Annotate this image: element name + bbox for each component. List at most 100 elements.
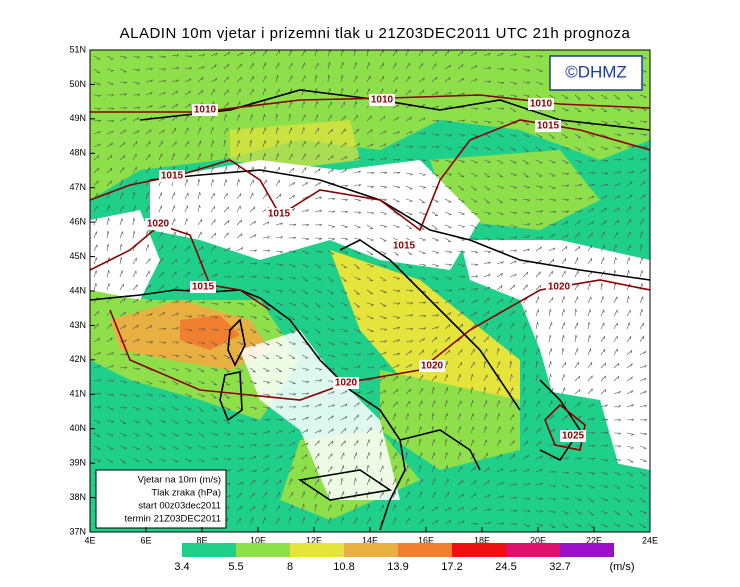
wind-arrow bbox=[574, 510, 582, 515]
wind-arrow bbox=[184, 445, 192, 449]
wind-arrow bbox=[288, 236, 297, 240]
wind-arrow bbox=[509, 523, 518, 526]
wind-arrow bbox=[119, 179, 124, 187]
wind-arrow bbox=[184, 458, 192, 462]
wind-arrow bbox=[236, 247, 244, 252]
wind-arrow bbox=[314, 328, 321, 334]
wind-arrow bbox=[262, 62, 267, 70]
wind-arrow bbox=[249, 179, 254, 187]
lon-label: 6E bbox=[140, 535, 151, 545]
isobar-label-bg bbox=[546, 281, 572, 293]
wind-arrow bbox=[132, 141, 138, 148]
wind-arrow bbox=[392, 104, 400, 109]
wind-arrow bbox=[132, 354, 141, 357]
wind-arrow bbox=[210, 52, 218, 57]
wind-arrow bbox=[431, 224, 438, 230]
isobar-label: 1015 bbox=[537, 121, 560, 132]
wind-arrow bbox=[405, 224, 413, 229]
wind-arrow bbox=[106, 352, 114, 356]
wind-arrow bbox=[340, 367, 349, 371]
wind-arrow bbox=[600, 107, 608, 112]
wind-arrow bbox=[470, 263, 479, 267]
wind-arrow bbox=[106, 55, 114, 60]
wind-arrow bbox=[327, 328, 335, 332]
wind-arrow bbox=[366, 517, 371, 525]
wind-arrow bbox=[457, 426, 462, 434]
wind-arrow bbox=[236, 419, 245, 423]
wind-arrow bbox=[509, 224, 517, 228]
wind-arrow bbox=[353, 263, 360, 269]
wind-arrow bbox=[249, 51, 256, 57]
wind-arrow bbox=[574, 322, 579, 330]
wind-arrow bbox=[561, 270, 566, 278]
wind-arrow bbox=[600, 418, 609, 422]
wind-arrow bbox=[119, 339, 127, 343]
wind-arrow bbox=[535, 68, 543, 72]
wind-arrow bbox=[236, 457, 245, 461]
wind-arrow bbox=[327, 315, 335, 321]
wind-arrow bbox=[613, 471, 621, 476]
wind-arrow bbox=[379, 302, 387, 307]
wind-arrow bbox=[223, 179, 227, 187]
wind-arrow bbox=[184, 103, 191, 109]
wind-arrow bbox=[509, 249, 518, 253]
wind-arrow bbox=[444, 336, 451, 343]
legend-swatch bbox=[344, 543, 398, 557]
wind-arrow bbox=[314, 517, 319, 525]
wind-arrow bbox=[275, 455, 283, 460]
wind-arrow bbox=[171, 406, 179, 411]
lat-label: 43N bbox=[69, 320, 86, 330]
wind-arrow bbox=[626, 309, 631, 317]
wind-arrow bbox=[275, 444, 284, 447]
wind-arrow bbox=[405, 413, 409, 421]
wind-arrow bbox=[158, 271, 165, 278]
wind-arrow bbox=[613, 391, 621, 395]
wind-arrow bbox=[405, 505, 411, 512]
wind-arrow bbox=[496, 146, 504, 151]
wind-arrow bbox=[613, 484, 621, 489]
wind-arrow bbox=[93, 283, 97, 291]
wind-arrow bbox=[587, 232, 593, 239]
wind-arrow bbox=[535, 146, 542, 152]
wind-arrow bbox=[158, 205, 163, 213]
wind-arrow bbox=[353, 353, 362, 356]
wind-arrow bbox=[405, 400, 410, 408]
wind-arrow bbox=[301, 101, 305, 109]
wind-arrow bbox=[106, 458, 114, 463]
wind-arrow bbox=[418, 349, 425, 356]
wind-arrow bbox=[431, 105, 439, 109]
wind-arrow bbox=[340, 427, 347, 434]
wind-arrow bbox=[587, 403, 595, 408]
wind-arrow bbox=[639, 471, 647, 476]
wind-arrow bbox=[444, 120, 453, 124]
wind-arrow bbox=[522, 335, 526, 343]
wind-arrow bbox=[197, 419, 205, 424]
wind-arrow bbox=[483, 146, 491, 151]
wind-arrow bbox=[197, 272, 204, 278]
wind-arrow bbox=[119, 107, 128, 110]
wind-arrow bbox=[626, 205, 631, 213]
wind-arrow bbox=[353, 128, 359, 135]
wind-arrow bbox=[145, 79, 153, 83]
wind-arrow bbox=[158, 311, 166, 317]
wind-arrow bbox=[262, 249, 271, 253]
wind-arrow bbox=[301, 328, 309, 333]
wind-arrow bbox=[262, 153, 266, 161]
wind-arrow bbox=[535, 388, 541, 395]
wind-arrow bbox=[132, 106, 141, 110]
wind-arrow bbox=[145, 341, 154, 344]
wind-arrow bbox=[496, 495, 504, 499]
wind-arrow bbox=[327, 517, 332, 525]
wind-arrow bbox=[600, 231, 605, 239]
wind-arrow bbox=[535, 468, 543, 473]
wind-arrow bbox=[262, 491, 267, 499]
wind-arrow bbox=[600, 362, 607, 369]
wind-arrow bbox=[353, 491, 358, 499]
wind-arrow bbox=[535, 55, 544, 58]
wind-arrow bbox=[457, 275, 466, 279]
wind-arrow bbox=[639, 497, 646, 503]
wind-arrow bbox=[145, 393, 153, 397]
wind-arrow bbox=[314, 379, 323, 382]
wind-arrow bbox=[223, 206, 230, 213]
wind-arrow bbox=[509, 496, 518, 500]
